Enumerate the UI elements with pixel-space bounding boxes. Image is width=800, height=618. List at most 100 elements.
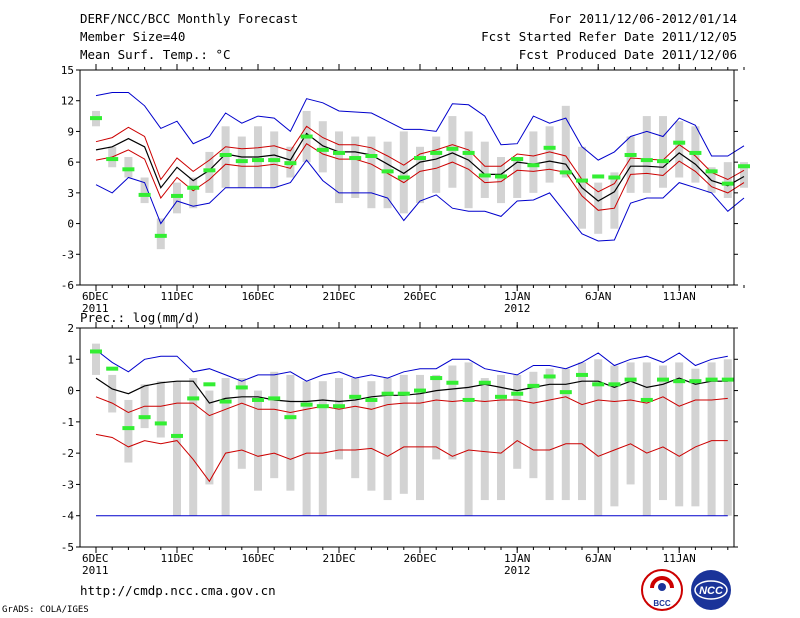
prec-observation-marker bbox=[592, 382, 605, 387]
prec-observation-marker bbox=[543, 374, 556, 379]
prec-spread-box bbox=[416, 374, 424, 501]
bcc-logo: BCC bbox=[641, 569, 683, 611]
temperature-label: Mean Surf. Temp.: °C bbox=[80, 47, 231, 62]
grads-credit: GrADS: COLA/IGES bbox=[2, 605, 89, 615]
temp-observation-marker bbox=[689, 150, 702, 155]
prec-observation-marker bbox=[430, 376, 443, 381]
prec-spread-box bbox=[448, 365, 457, 460]
temp-y-tick-label: 9 bbox=[67, 125, 74, 138]
temp-spread-box bbox=[221, 126, 230, 188]
temp-outer-lower-line bbox=[95, 159, 745, 242]
temp-spread-box bbox=[529, 131, 538, 193]
prec-spread-box bbox=[189, 378, 198, 516]
temp-observation-marker bbox=[608, 175, 621, 180]
prec-observation-marker bbox=[268, 396, 281, 401]
prec-spread-box bbox=[237, 378, 246, 469]
temp-spread-box bbox=[626, 136, 635, 193]
temp-observation-marker bbox=[90, 116, 102, 121]
forecast-start-date: Fcst Started Refer Date 2011/12/05 bbox=[481, 29, 737, 44]
prec-spread-box bbox=[286, 374, 295, 491]
temp-observation-marker bbox=[316, 147, 329, 152]
prec-y-tick-label: -2 bbox=[61, 447, 74, 460]
prec-observation-marker bbox=[349, 394, 362, 399]
prec-x-tick-label: 6DEC bbox=[82, 552, 109, 565]
temp-outer-upper-line bbox=[95, 92, 745, 161]
prec-spread-box bbox=[480, 378, 489, 501]
temp-spread-box bbox=[399, 131, 408, 214]
prec-observation-marker bbox=[657, 377, 669, 382]
prec-spread-box bbox=[497, 374, 505, 501]
temp-spread-box bbox=[173, 182, 181, 214]
temp-plot-frame bbox=[79, 69, 735, 286]
prec-observation-marker bbox=[187, 396, 200, 401]
prec-spread-box bbox=[124, 399, 133, 463]
svg-text:BCC: BCC bbox=[653, 599, 671, 608]
forecast-period: For 2011/12/06-2012/01/14 bbox=[548, 11, 737, 26]
temp-observation-marker bbox=[414, 156, 426, 161]
temp-inner-upper-line bbox=[95, 125, 745, 193]
temp-observation-marker bbox=[187, 185, 200, 190]
prec-observation-marker bbox=[235, 385, 248, 390]
temp-x-tick-label: 1JAN bbox=[504, 290, 531, 303]
prec-spread-box bbox=[270, 371, 279, 479]
prec-y-tick-label: 0 bbox=[67, 385, 74, 398]
prec-observation-marker bbox=[511, 391, 524, 396]
prec-spread-box bbox=[578, 362, 586, 501]
prec-x-tick-label: 11JAN bbox=[663, 552, 696, 565]
temp-observation-marker bbox=[171, 193, 183, 198]
temp-observation-marker bbox=[657, 159, 669, 164]
prec-spread-box bbox=[723, 359, 732, 516]
temp-observation-marker bbox=[300, 134, 313, 139]
prec-x-tick-label: 16DEC bbox=[241, 552, 274, 565]
prec-spread-box bbox=[383, 378, 392, 501]
prec-observation-marker bbox=[219, 399, 232, 404]
temp-observation-marker bbox=[333, 150, 345, 155]
temp-observation-marker bbox=[673, 140, 686, 145]
prec-spread-box bbox=[659, 365, 667, 501]
temp-observation-marker bbox=[511, 157, 524, 162]
temp-observation-marker bbox=[284, 161, 297, 166]
prec-x-tick-label: 6JAN bbox=[585, 552, 612, 565]
temp-observation-marker bbox=[349, 156, 362, 161]
prec-plot-frame bbox=[79, 327, 735, 548]
prec-spread-box bbox=[173, 381, 181, 516]
prec-spread-box bbox=[108, 374, 117, 413]
prec-spread-box bbox=[642, 362, 651, 516]
forecast-produced-date: Fcst Produced Date 2011/12/06 bbox=[518, 47, 737, 62]
temp-observation-marker bbox=[365, 154, 378, 158]
prec-spread-box bbox=[302, 381, 311, 516]
prec-observation-marker bbox=[478, 380, 491, 385]
temp-spread-box bbox=[675, 121, 684, 178]
prec-y-tick-label: -4 bbox=[61, 510, 75, 523]
temp-observation-marker bbox=[738, 164, 750, 169]
temp-spread-box bbox=[723, 162, 732, 198]
prec-ensemble-mean-line bbox=[95, 377, 728, 404]
temp-observation-marker bbox=[268, 158, 281, 163]
prec-x-year-label: 2011 bbox=[82, 564, 109, 577]
prec-observation-marker bbox=[171, 433, 183, 438]
prec-inner-lower-line bbox=[95, 433, 728, 483]
temp-spread-box bbox=[189, 177, 198, 209]
temp-x-tick-label: 26DEC bbox=[403, 290, 436, 303]
prec-observation-marker bbox=[333, 404, 345, 409]
prec-spread-box bbox=[335, 378, 343, 460]
temp-observation-marker bbox=[235, 159, 248, 164]
prec-spread-box bbox=[399, 374, 408, 494]
temp-spread-box bbox=[432, 136, 441, 193]
prec-observation-marker bbox=[527, 383, 540, 388]
temp-observation-marker bbox=[219, 152, 232, 157]
prec-spread-box bbox=[561, 368, 570, 501]
prec-spread-box bbox=[610, 365, 619, 507]
temp-observation-marker bbox=[106, 157, 119, 162]
prec-spread-box bbox=[626, 362, 635, 485]
temp-observation-marker bbox=[381, 169, 394, 174]
temp-x-tick-label: 6DEC bbox=[82, 290, 109, 303]
source-url[interactable]: http://cmdp.ncc.cma.gov.cn bbox=[80, 583, 276, 598]
temp-x-year-label: 2011 bbox=[82, 302, 109, 315]
temp-observation-marker bbox=[252, 158, 264, 163]
prec-spread-box bbox=[529, 371, 538, 479]
temp-observation-marker bbox=[154, 233, 167, 238]
prec-observation-marker bbox=[316, 404, 329, 409]
prec-observation-marker bbox=[446, 380, 459, 385]
